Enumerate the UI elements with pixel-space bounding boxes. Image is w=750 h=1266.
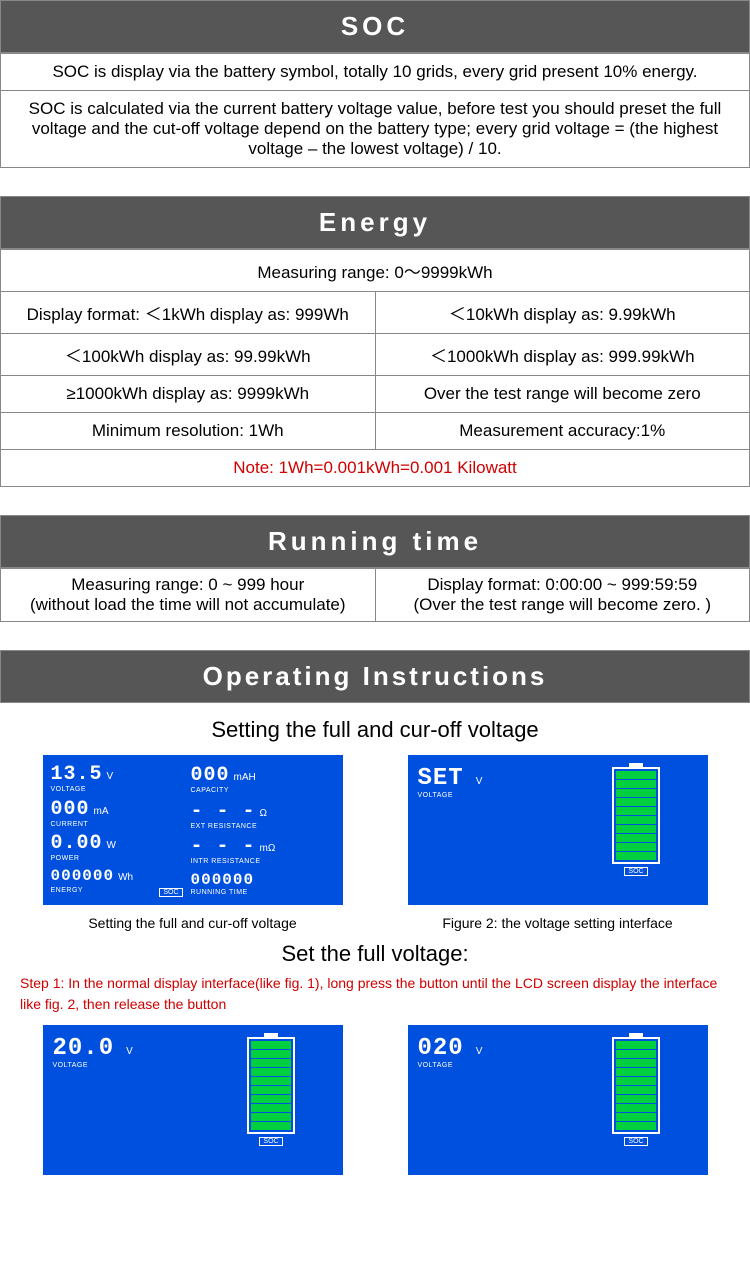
lcd4-voltage-unit: V	[476, 1046, 483, 1057]
energy-cell-1-0: ＜100kWh display as: 99.99kWh	[1, 334, 376, 376]
lcd1-intres-unit: mΩ	[260, 843, 276, 854]
energy-header: Energy	[0, 196, 750, 249]
lcd4-battery-bars	[612, 1037, 660, 1134]
running-right-top: Display format: 0:00:00 ~ 999:59:59	[386, 575, 740, 595]
lcd1-runtime-label: RUNNING TIME	[191, 889, 335, 896]
operating-step1: Step 1: In the normal display interface(…	[0, 973, 750, 1015]
lcd1-current-unit: mA	[94, 806, 109, 817]
lcd1-current-label: CURRENT	[51, 821, 183, 828]
lcd1-intres-label: INTR RESISTANCE	[191, 858, 335, 865]
lcd1-energy-val: 000000	[51, 867, 115, 885]
lcd1-extres-label: EXT RESISTANCE	[191, 823, 335, 830]
lcd2-voltage-val: SET	[418, 765, 464, 792]
energy-note: Note: 1Wh=0.001kWh=0.001 Kilowatt	[1, 450, 750, 487]
lcd1-capacity-unit: mAH	[234, 772, 256, 783]
energy-cell-0-0: Display format: ＜1kWh display as: 999Wh	[1, 292, 376, 334]
lcd3-battery-bars	[247, 1037, 295, 1134]
lcd4-battery-icon	[612, 1033, 660, 1134]
lcd1-capacity-val: 000	[191, 764, 230, 787]
lcd2-voltage-label: VOLTAGE	[418, 792, 563, 799]
lcd2-battery-icon	[612, 763, 660, 864]
lcd1-power-unit: W	[107, 840, 116, 851]
lcd1-voltage-val: 13.5	[51, 763, 103, 786]
lcd1-voltage-label: VOLTAGE	[51, 786, 183, 793]
lcd3-battery-icon	[247, 1033, 295, 1134]
lcd3-soc-label: SOC	[259, 1137, 282, 1146]
energy-cell-1-1: ＜1000kWh display as: 999.99kWh	[375, 334, 750, 376]
energy-cell-0-1: ＜10kWh display as: 9.99kWh	[375, 292, 750, 334]
lcd1-current-val: 000	[51, 798, 90, 821]
soc-header: SOC	[0, 0, 750, 53]
soc-row1: SOC is display via the battery symbol, t…	[1, 54, 750, 91]
lcd-figure-2: SET V VOLTAGE SOC	[408, 755, 708, 905]
lcd1-power-label: POWER	[51, 855, 183, 862]
lcd2-soc-label: SOC	[624, 867, 647, 876]
lcd-figure-3: 20.0 V VOLTAGE SOC	[43, 1025, 343, 1175]
lcd2-caption: Figure 2: the voltage setting interface	[442, 915, 672, 931]
lcd1-energy-unit: Wh	[118, 872, 133, 883]
lcd1-caption: Setting the full and cur-off voltage	[88, 915, 296, 931]
lcd2-voltage-unit: V	[476, 776, 483, 787]
soc-row2: SOC is calculated via the current batter…	[1, 91, 750, 168]
running-left-top: Measuring range: 0 ~ 999 hour	[11, 575, 365, 595]
lcd3-voltage-label: VOLTAGE	[53, 1062, 198, 1069]
energy-cell-2-0: ≥1000kWh display as: 9999kWh	[1, 376, 376, 413]
lcd2-battery-bars	[612, 767, 660, 864]
running-right-bot: (Over the test range will become zero. )	[386, 595, 740, 615]
operating-sub2: Set the full voltage:	[0, 941, 750, 967]
running-right: Display format: 0:00:00 ~ 999:59:59 (Ove…	[375, 569, 750, 622]
lcd3-voltage-unit: V	[126, 1046, 133, 1057]
soc-table: SOC is display via the battery symbol, t…	[0, 53, 750, 168]
energy-cell-3-0: Minimum resolution: 1Wh	[1, 413, 376, 450]
running-left: Measuring range: 0 ~ 999 hour (without l…	[1, 569, 376, 622]
energy-range: Measuring range: 0～9999kWh	[1, 250, 750, 292]
operating-sub1: Setting the full and cur-off voltage	[0, 717, 750, 743]
running-left-bot: (without load the time will not accumula…	[11, 595, 365, 615]
lcd1-runtime-val: 000000	[191, 871, 255, 889]
lcd1-soc-label: SOC	[159, 888, 182, 897]
lcd4-soc-label: SOC	[624, 1137, 647, 1146]
lcd3-voltage-val: 20.0	[53, 1035, 115, 1062]
lcd-figure-1: 13.5V VOLTAGE 000mA CURRENT 0.00W POWER …	[43, 755, 343, 905]
lcd1-extres-val: - - -	[191, 800, 256, 823]
running-table: Measuring range: 0 ~ 999 hour (without l…	[0, 568, 750, 622]
energy-table: Measuring range: 0～9999kWh Display forma…	[0, 249, 750, 487]
operating-header: Operating Instructions	[0, 650, 750, 703]
lcd1-extres-unit: Ω	[260, 808, 267, 819]
lcd1-capacity-label: CAPACITY	[191, 787, 335, 794]
lcd1-power-val: 0.00	[51, 832, 103, 855]
energy-cell-2-1: Over the test range will become zero	[375, 376, 750, 413]
lcd1-intres-val: - - -	[191, 835, 256, 858]
lcd1-voltage-unit: V	[107, 771, 114, 782]
lcd1-energy-label: ENERGY	[51, 887, 84, 894]
lcd4-voltage-val: 020	[418, 1035, 464, 1062]
lcd4-voltage-label: VOLTAGE	[418, 1062, 563, 1069]
running-header: Running time	[0, 515, 750, 568]
energy-cell-3-1: Measurement accuracy:1%	[375, 413, 750, 450]
lcd-figure-4: 020 V VOLTAGE SOC	[408, 1025, 708, 1175]
